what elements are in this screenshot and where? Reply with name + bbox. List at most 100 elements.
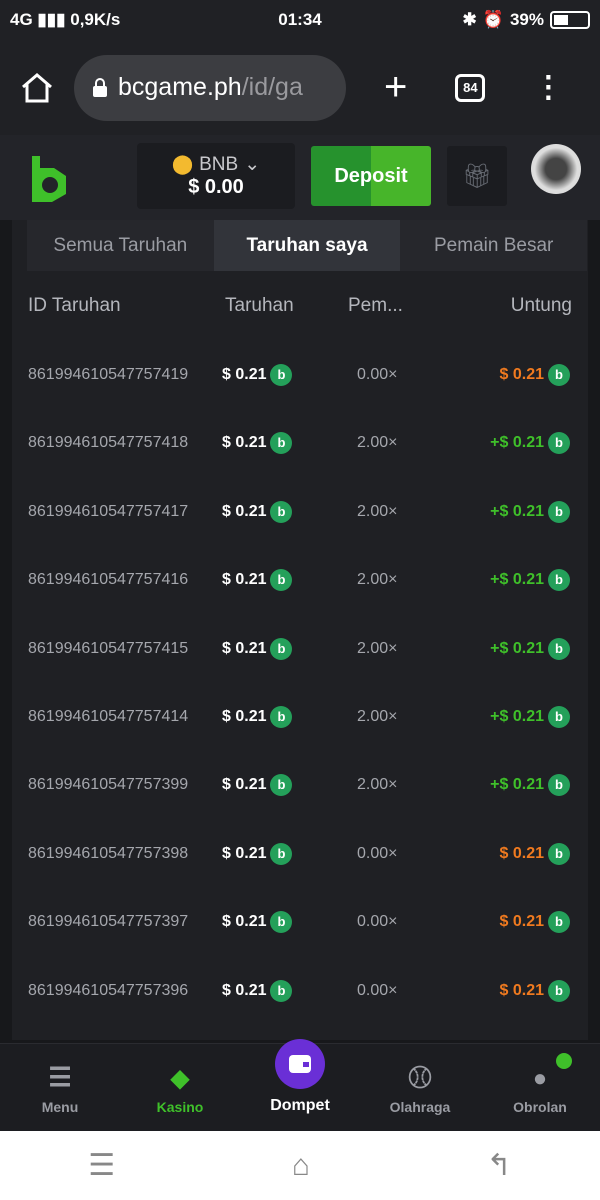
bc-coin-icon: b [548,911,570,934]
bet-id: 861994610547757398 [28,844,189,862]
speed: 0,9K/s [70,10,121,29]
battery-percent: 39% [509,10,544,29]
nav-casino[interactable]: ◆ Kasino [120,1044,240,1131]
bc-coin-icon: b [270,911,293,934]
bet-id: 861994610547757419 [28,366,189,383]
nav-menu[interactable]: ☰ Menu [0,1044,120,1131]
bet-id: 861994610547757399 [28,776,189,794]
bc-coin-icon: b [548,774,570,797]
site-header: ⬤ BNB ⌄ $ 0.00 Deposit 🎁︎ [0,135,600,220]
bet-id: 861994610547757417 [28,502,189,520]
system-nav: ☰ ⌂ ↰ [0,1131,600,1200]
bc-coin-icon: b [270,774,293,797]
avatar[interactable] [531,144,581,194]
bet-amount: $ 0.21 [222,981,267,999]
tab-count-button[interactable]: 84 [455,73,486,102]
table-row[interactable]: 861994610547757415 $ 0.21 b 2.00× +$ 0.21… [12,637,588,667]
col-id: ID Taruhan [28,295,121,316]
bet-amount: $ 0.21 [222,639,267,657]
clock: 01:34 [278,10,322,29]
lock-icon [93,77,107,97]
bc-coin-icon: b [270,364,293,386]
wallet-button[interactable] [275,1039,325,1089]
bc-coin-icon: b [548,364,570,386]
nav-sports[interactable]: ⚾︎ Olahraga [360,1044,480,1131]
bet-amount: $ 0.21 [222,708,267,725]
multiplier: 0.00× [357,981,398,999]
bet-amount: $ 0.21 [222,844,267,862]
wallet-icon [289,1055,311,1073]
bet-amount: $ 0.21 [222,434,267,452]
bnb-icon: ⬤ [171,154,194,175]
bluetooth-icon: ✱ [462,10,477,29]
nav-label: Menu [41,1099,79,1115]
nav-label: Dompet [270,1097,330,1114]
status-bar: 4G ▮▮▮ 0,9K/s 01:34 ✱ ⏰ 39% [0,0,600,40]
nav-label: Kasino [156,1099,204,1115]
url-path: /id/ga [241,73,303,101]
bets-panel: Semua Taruhan Taruhan saya Pemain Besar … [12,220,588,1040]
profit: +$ 0.21 [490,502,544,520]
table-row[interactable]: 861994610547757399 $ 0.21 b 2.00× +$ 0.21… [12,773,588,803]
col-multiplier: Pem... [348,295,403,316]
profit: +$ 0.21 [490,708,544,725]
col-profit: Untung [510,295,572,316]
profit: +$ 0.21 [490,434,544,452]
col-bet: Taruhan [225,295,294,316]
multiplier: 0.00× [357,366,398,383]
bet-amount: $ 0.21 [222,502,267,520]
profit: +$ 0.21 [490,571,544,589]
nav-chat[interactable]: ● Obrolan [480,1044,600,1131]
back-icon[interactable]: ↰ [486,1149,512,1182]
battery-icon [550,11,590,29]
chat-icon: ● [532,1065,548,1092]
table-row[interactable]: 861994610547757397 $ 0.21 b 0.00× $ 0.21 b [12,910,588,940]
new-tab-icon[interactable]: + [384,65,408,109]
url-bar[interactable]: bcgame.ph/id/ga [74,54,346,121]
nav-wallet[interactable]: Dompet [240,1044,360,1131]
table-row[interactable]: 861994610547757414 $ 0.21 b 2.00× +$ 0.21… [12,705,588,735]
bet-id: 861994610547757415 [28,639,189,657]
multiplier: 2.00× [357,776,398,794]
currency-selector[interactable]: ⬤ BNB ⌄ $ 0.00 [137,143,295,209]
gift-button[interactable]: 🎁︎ [447,146,507,206]
table-row[interactable]: 861994610547757398 $ 0.21 b 0.00× $ 0.21 b [12,842,588,872]
home-icon[interactable] [20,72,54,104]
home-nav-icon[interactable]: ⌂ [291,1148,310,1182]
sports-icon: ⚾︎ [408,1065,432,1092]
table-row[interactable]: 861994610547757416 $ 0.21 b 2.00× +$ 0.21… [12,568,588,598]
more-icon[interactable]: ⋮ [533,71,564,104]
multiplier: 2.00× [357,708,398,725]
tab-all-bets[interactable]: Semua Taruhan [53,234,188,256]
alarm-icon: ⏰ [482,10,504,29]
network: 4G [10,10,33,29]
bc-coin-icon: b [548,842,570,865]
bc-coin-icon: b [548,706,570,728]
table-row[interactable]: 861994610547757417 $ 0.21 b 2.00× +$ 0.21… [12,500,588,530]
bet-amount: $ 0.21 [222,571,267,589]
multiplier: 0.00× [357,913,398,931]
bet-id: 861994610547757416 [28,571,189,589]
bcgame-logo[interactable] [28,154,68,202]
multiplier: 2.00× [357,434,398,452]
table-row[interactable]: 861994610547757396 $ 0.21 b 0.00× $ 0.21 b [12,979,588,1009]
table-row[interactable]: 861994610547757418 $ 0.21 b 2.00× +$ 0.21… [12,431,588,461]
bc-coin-icon: b [270,979,293,1002]
bet-id: 861994610547757418 [28,434,189,452]
bc-coin-icon: b [548,569,570,592]
bet-amount: $ 0.21 [222,776,267,794]
table-row[interactable]: 861994610547757419 $ 0.21 b 0.00× $ 0.21 b [12,363,588,393]
tab-high-rollers[interactable]: Pemain Besar [434,234,554,256]
deposit-button[interactable]: Deposit [311,146,431,206]
bet-id: 861994610547757396 [28,981,189,999]
profit: $ 0.21 [499,366,544,383]
tab-my-bets[interactable]: Taruhan saya [213,220,401,271]
chat-notification-dot [556,1053,572,1069]
multiplier: 2.00× [357,571,398,589]
chevron-down-icon: ⌄ [244,154,261,175]
recents-icon[interactable]: ☰ [88,1149,116,1182]
bet-id: 861994610547757414 [28,708,189,725]
url-host: bcgame.ph [118,73,242,101]
menu-icon: ☰ [48,1062,72,1092]
profit: $ 0.21 [499,981,544,999]
